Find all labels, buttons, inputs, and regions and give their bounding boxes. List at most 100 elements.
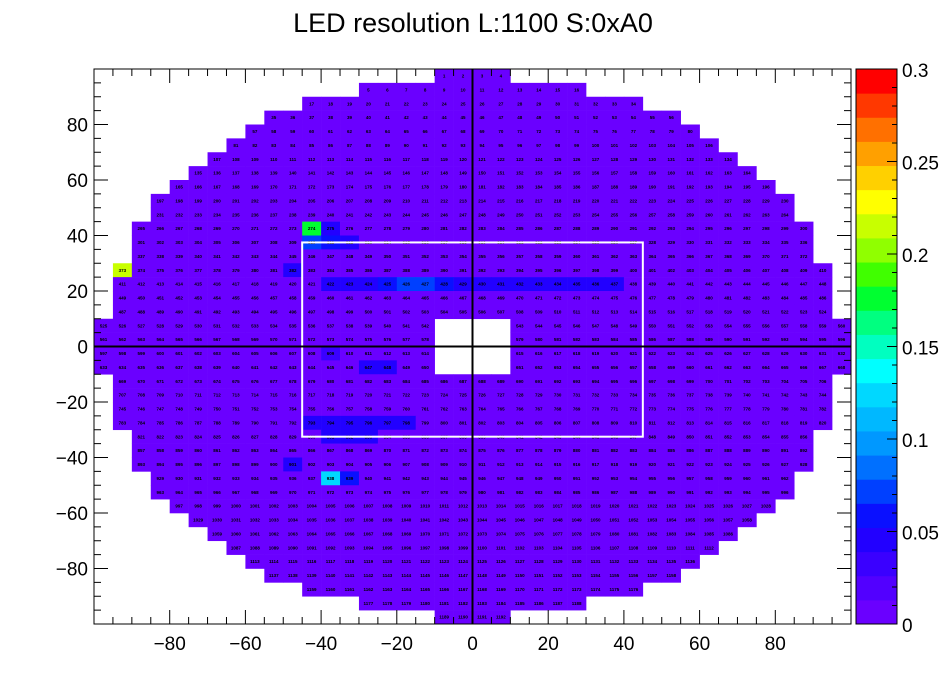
- heatmap-cell: [453, 82, 473, 98]
- heatmap-cell: [150, 249, 170, 264]
- heatmap-cell: [510, 263, 530, 278]
- cell-label: 1111: [685, 545, 695, 550]
- heatmap-cell: [623, 166, 644, 181]
- cell-label: 680: [327, 379, 335, 384]
- heatmap-cell: [358, 540, 379, 555]
- heatmap-cell: [491, 152, 511, 167]
- cell-label: 752: [251, 407, 259, 412]
- cell-label: 251: [535, 212, 543, 217]
- cell-label: 448: [819, 282, 827, 287]
- cell-label: 367: [705, 254, 713, 259]
- cell-label: 238: [289, 212, 297, 217]
- heatmap-cell: [699, 360, 719, 375]
- cell-label: 449: [119, 296, 127, 301]
- cell-label: 99: [574, 143, 580, 148]
- heatmap-cell: [567, 443, 587, 458]
- cell-label: 334: [762, 240, 770, 245]
- cell-label: 564: [156, 337, 164, 342]
- cell-label: 497: [308, 309, 316, 314]
- cell-label: 58: [271, 129, 277, 134]
- heatmap-cell: [529, 443, 549, 458]
- cell-label: 633: [100, 365, 108, 370]
- heatmap-cell: [245, 166, 265, 181]
- heatmap-cell: [302, 443, 322, 458]
- heatmap-cell: [283, 152, 303, 167]
- heatmap-cell: [567, 277, 587, 292]
- heatmap-cell: [321, 568, 341, 583]
- heatmap-cell: [567, 374, 587, 389]
- cell-label: 1034: [288, 518, 299, 523]
- cell-label: 414: [175, 282, 183, 287]
- cell-label: 673: [194, 379, 202, 384]
- heatmap-cell: [150, 304, 170, 320]
- heatmap-cell: [358, 443, 379, 458]
- heatmap-cell: [472, 443, 492, 458]
- heatmap-cell: [415, 415, 435, 431]
- cell-label: 1056: [704, 518, 715, 523]
- heatmap-cell: [548, 152, 568, 167]
- cell-label: 550: [649, 323, 657, 328]
- cell-label: 243: [384, 212, 392, 217]
- heatmap-cell: [207, 513, 227, 528]
- heatmap-cell: [283, 513, 303, 528]
- heatmap-cell: [377, 402, 398, 417]
- heatmap-cell: [813, 402, 833, 417]
- heatmap-cell: [680, 221, 700, 236]
- heatmap-cell: [245, 318, 265, 333]
- cell-label: 1164: [401, 587, 411, 592]
- heatmap-cell: [642, 263, 663, 278]
- colorbar-segment: [856, 358, 897, 384]
- cell-label: 400: [630, 268, 638, 273]
- cell-label: 166: [194, 185, 202, 190]
- heatmap-cell: [112, 388, 133, 403]
- heatmap-cell: [775, 207, 795, 222]
- cell-label: 1127: [515, 559, 525, 564]
- heatmap-cell: [510, 180, 530, 195]
- heatmap-cell: [718, 415, 738, 431]
- cell-label: 297: [743, 226, 751, 231]
- heatmap-cell: [245, 513, 265, 528]
- heatmap-cell: [737, 291, 757, 306]
- heatmap-cell: [264, 346, 284, 361]
- heatmap-cell: [377, 96, 398, 111]
- cell-label: 664: [762, 365, 770, 370]
- heatmap-cell: [680, 443, 700, 458]
- heatmap-cell: [396, 96, 417, 111]
- cell-label: 380: [251, 268, 259, 273]
- cell-label: 925: [743, 462, 751, 467]
- cell-label: 968: [251, 490, 259, 495]
- cell-label: 377: [194, 268, 202, 273]
- cell-label: 1060: [231, 531, 242, 536]
- cell-label: 624: [686, 351, 694, 356]
- heatmap-cell: [150, 318, 170, 333]
- cell-label: 48: [517, 115, 523, 120]
- cell-label: 158: [630, 171, 638, 176]
- heatmap-cell: [283, 304, 303, 320]
- cell-label: 528: [156, 323, 164, 328]
- cell-label: 949: [535, 476, 543, 481]
- heatmap-cell: [245, 207, 265, 222]
- cell-label: 121: [478, 157, 486, 162]
- heatmap-cell: [472, 402, 492, 417]
- heatmap-cell: [321, 221, 341, 236]
- heatmap-cell: [245, 554, 265, 569]
- heatmap-cell: [775, 235, 795, 250]
- cell-label: 36: [290, 115, 296, 120]
- heatmap-cell: [283, 540, 303, 555]
- cell-label: 998: [194, 504, 202, 509]
- heatmap-cell: [699, 415, 719, 431]
- cell-label: 293: [667, 226, 675, 231]
- heatmap-cell: [718, 304, 738, 320]
- heatmap-cell: [245, 360, 265, 375]
- cell-label: 1005: [326, 504, 337, 509]
- cell-label: 665: [781, 365, 789, 370]
- cell-label: 557: [781, 323, 789, 328]
- heatmap-cell: [756, 277, 776, 292]
- heatmap-cell: [207, 277, 227, 292]
- heatmap-cell: [699, 513, 719, 528]
- heatmap-cell: [396, 277, 417, 292]
- heatmap-cell: [150, 457, 170, 472]
- heatmap-cell: [794, 318, 814, 333]
- cell-label: 7: [405, 87, 408, 92]
- cell-label: 588: [686, 337, 694, 342]
